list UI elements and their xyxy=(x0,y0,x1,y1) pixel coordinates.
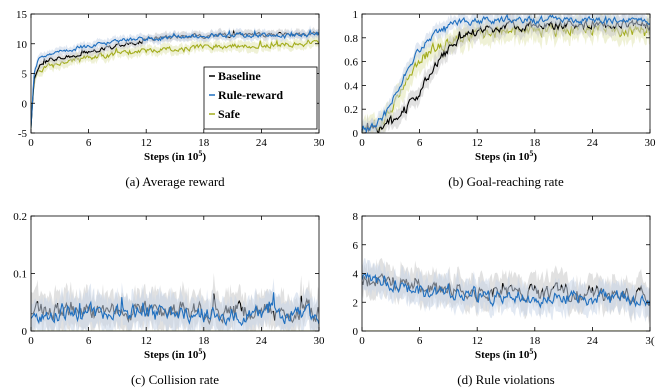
x-tick-label: 12 xyxy=(472,137,483,149)
y-tick-label: 0.2 xyxy=(13,211,27,223)
legend-label: Safe xyxy=(218,107,241,121)
x-tick-label: 30 xyxy=(645,137,657,149)
y-tick-label: 0.1 xyxy=(13,269,27,281)
x-axis-label-prefix: Steps (in 10 xyxy=(475,151,530,163)
x-axis-label-suffix: ) xyxy=(202,151,206,163)
plot-area-d xyxy=(362,258,650,331)
x-tick-label: 18 xyxy=(198,137,210,149)
x-tick-label: 12 xyxy=(141,335,152,347)
x-tick-label: 18 xyxy=(198,335,210,347)
y-tick-label: 0.6 xyxy=(344,57,358,69)
axes-frame xyxy=(361,13,651,134)
x-tick-label: 6 xyxy=(417,335,423,347)
y-tick-label: 2 xyxy=(353,297,359,309)
x-tick-label: 6 xyxy=(86,137,92,149)
y-tick-label: 0 xyxy=(353,128,359,140)
y-tick-label: 10 xyxy=(16,39,28,51)
x-tick-label: 6 xyxy=(417,137,423,149)
legend: Baseline Rule-reward Safe xyxy=(203,66,318,130)
series-line-rule-reward xyxy=(31,292,319,327)
chart-caption: (c) Collision rate xyxy=(131,372,219,387)
x-axis-label-exponent: 5 xyxy=(529,347,533,356)
series-line-rule-reward xyxy=(362,272,650,309)
chart-caption: (d) Rule violations xyxy=(457,372,555,387)
legend-label: Baseline xyxy=(218,69,261,83)
series-band-safe xyxy=(31,34,319,133)
x-axis-label-prefix: Steps (in 10 xyxy=(144,349,199,361)
y-tick-label: -5 xyxy=(18,128,28,140)
x-axis-label-exponent: 5 xyxy=(198,347,202,356)
plot-area-b xyxy=(362,14,650,133)
x-tick-label: 0 xyxy=(359,137,365,149)
x-axis-label-exponent: 5 xyxy=(529,149,533,158)
legend-box xyxy=(203,66,318,130)
x-tick-label: 18 xyxy=(529,137,541,149)
x-axis-label: Steps (in 105) xyxy=(144,347,206,361)
plot-area-a xyxy=(31,25,319,133)
chart-panel-c: 0 6 12 18 24 30 0 0.1 0.2 Steps (in 105) (c) Colli… xyxy=(13,211,325,387)
x-axis-label: Steps (in 105) xyxy=(475,347,537,361)
y-tick-label: 6 xyxy=(353,240,359,252)
x-axis-label-suffix: ) xyxy=(202,349,206,361)
x-axis-label: Steps (in 105) xyxy=(144,149,206,163)
chart-caption: (a) Average reward xyxy=(125,174,225,189)
y-tick-label: 5 xyxy=(22,69,28,81)
x-tick-label: 18 xyxy=(529,335,541,347)
x-tick-label: 0 xyxy=(28,335,34,347)
y-tick-label: 0.2 xyxy=(344,104,358,116)
x-axis-label-exponent: 5 xyxy=(198,149,202,158)
x-tick-label: 6 xyxy=(86,335,92,347)
series-band-rule-reward xyxy=(362,14,650,133)
x-tick-label: 12 xyxy=(472,335,483,347)
x-axis-label-prefix: Steps (in 10 xyxy=(475,349,530,361)
x-tick-label: 24 xyxy=(256,137,268,149)
x-tick-label: 24 xyxy=(587,137,599,149)
x-axis-label: Steps (in 105) xyxy=(475,149,537,163)
x-tick-label: 30 xyxy=(314,137,326,149)
x-tick-label: 24 xyxy=(587,335,599,347)
x-tick-label: 24 xyxy=(256,335,268,347)
x-tick-label: 3( xyxy=(645,335,655,347)
series-band-rule-reward xyxy=(31,278,319,331)
y-tick-label: 0.4 xyxy=(344,80,358,92)
x-axis-label-suffix: ) xyxy=(533,151,537,163)
y-tick-label: 0.8 xyxy=(344,33,358,45)
y-tick-label: 4 xyxy=(353,269,359,281)
x-axis-label-prefix: Steps (in 10 xyxy=(144,151,199,163)
series-band-safe xyxy=(362,14,650,133)
y-tick-label: 8 xyxy=(353,211,359,223)
y-tick-label: 1 xyxy=(353,9,359,21)
x-tick-label: 0 xyxy=(28,137,34,149)
y-tick-label: 0 xyxy=(22,98,28,110)
x-axis-label-suffix: ) xyxy=(533,349,537,361)
legend-label: Rule-reward xyxy=(218,88,283,102)
x-tick-label: 30 xyxy=(314,335,326,347)
y-tick-label: 0 xyxy=(22,326,28,338)
y-tick-label: 15 xyxy=(16,9,28,21)
y-tick-label: 0 xyxy=(353,326,359,338)
chart-panel-b: 0 6 12 18 24 30 0 0.2 0.4 0.6 0.8 1 Steps (in 105) (b… xyxy=(344,9,657,189)
series-line-rule-reward xyxy=(31,28,319,128)
plot-area-c xyxy=(31,272,319,331)
x-tick-label: 0 xyxy=(359,335,365,347)
series-band-rule-reward xyxy=(362,258,650,323)
chart-caption: (b) Goal-reaching rate xyxy=(448,174,564,189)
series-line-rule-reward xyxy=(362,14,650,133)
x-tick-label: 12 xyxy=(141,137,152,149)
